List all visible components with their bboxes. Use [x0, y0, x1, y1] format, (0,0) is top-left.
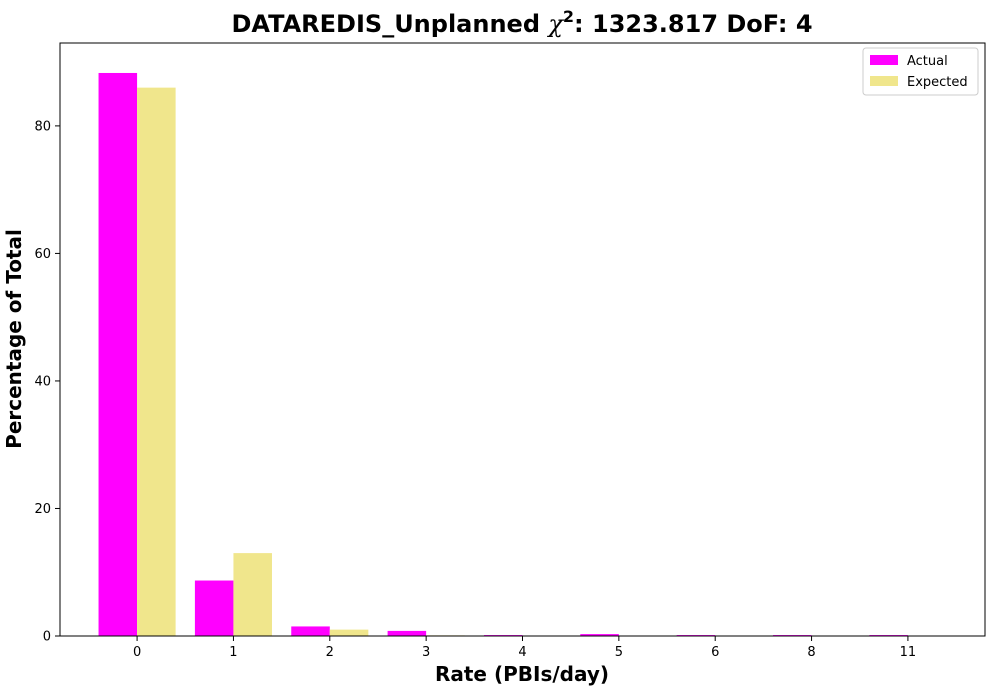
- x-tick-label: 3: [422, 645, 430, 660]
- x-tick-label: 6: [711, 645, 719, 660]
- y-tick-label: 80: [34, 119, 51, 134]
- bar-expected-0: [137, 87, 176, 636]
- x-ticks: 0 1 2 3 4 5 6 8 11: [133, 636, 916, 660]
- bar-expected-2: [329, 629, 369, 636]
- legend-swatch-actual: [870, 55, 898, 65]
- bar-actual-1: [194, 580, 234, 636]
- bar-actual-3: [387, 630, 427, 636]
- x-axis-label: Rate (PBIs/day): [435, 662, 609, 686]
- x-tick-label: 8: [807, 645, 815, 660]
- x-tick-label: 5: [615, 645, 623, 660]
- chart-title-symbol: χ: [546, 10, 564, 38]
- y-tick-label: 40: [34, 374, 51, 389]
- bars-group: [98, 72, 908, 637]
- y-tick-label: 60: [34, 247, 51, 262]
- y-tick-label: 0: [43, 630, 51, 645]
- chart-title: DATAREDIS_Unplanned χ2: 1323.817 DoF: 4: [231, 7, 812, 38]
- x-tick-label: 0: [133, 645, 141, 660]
- bar-expected-1: [233, 553, 272, 636]
- y-tick-label: 20: [34, 502, 51, 517]
- x-tick-label: 1: [229, 645, 237, 660]
- legend-swatch-expected: [870, 76, 898, 86]
- chart-title-suffix: : 1323.817 DoF: 4: [574, 10, 812, 38]
- bar-actual-0: [98, 72, 138, 637]
- y-ticks: 0 20 40 60 80: [34, 119, 60, 645]
- bar-actual-5: [580, 634, 619, 636]
- chart-title-superscript: 2: [563, 7, 574, 26]
- legend-label-actual: Actual: [907, 54, 948, 69]
- chart-title-prefix: DATAREDIS_Unplanned: [231, 10, 548, 38]
- x-tick-label: 4: [518, 645, 526, 660]
- y-axis-label: Percentage of Total: [2, 229, 26, 449]
- x-tick-label: 11: [900, 645, 917, 660]
- plot-area-frame: [59, 42, 986, 637]
- bar-actual-2: [291, 626, 330, 636]
- legend: Actual Expected: [862, 47, 979, 96]
- x-tick-label: 2: [326, 645, 334, 660]
- legend-label-expected: Expected: [907, 75, 968, 90]
